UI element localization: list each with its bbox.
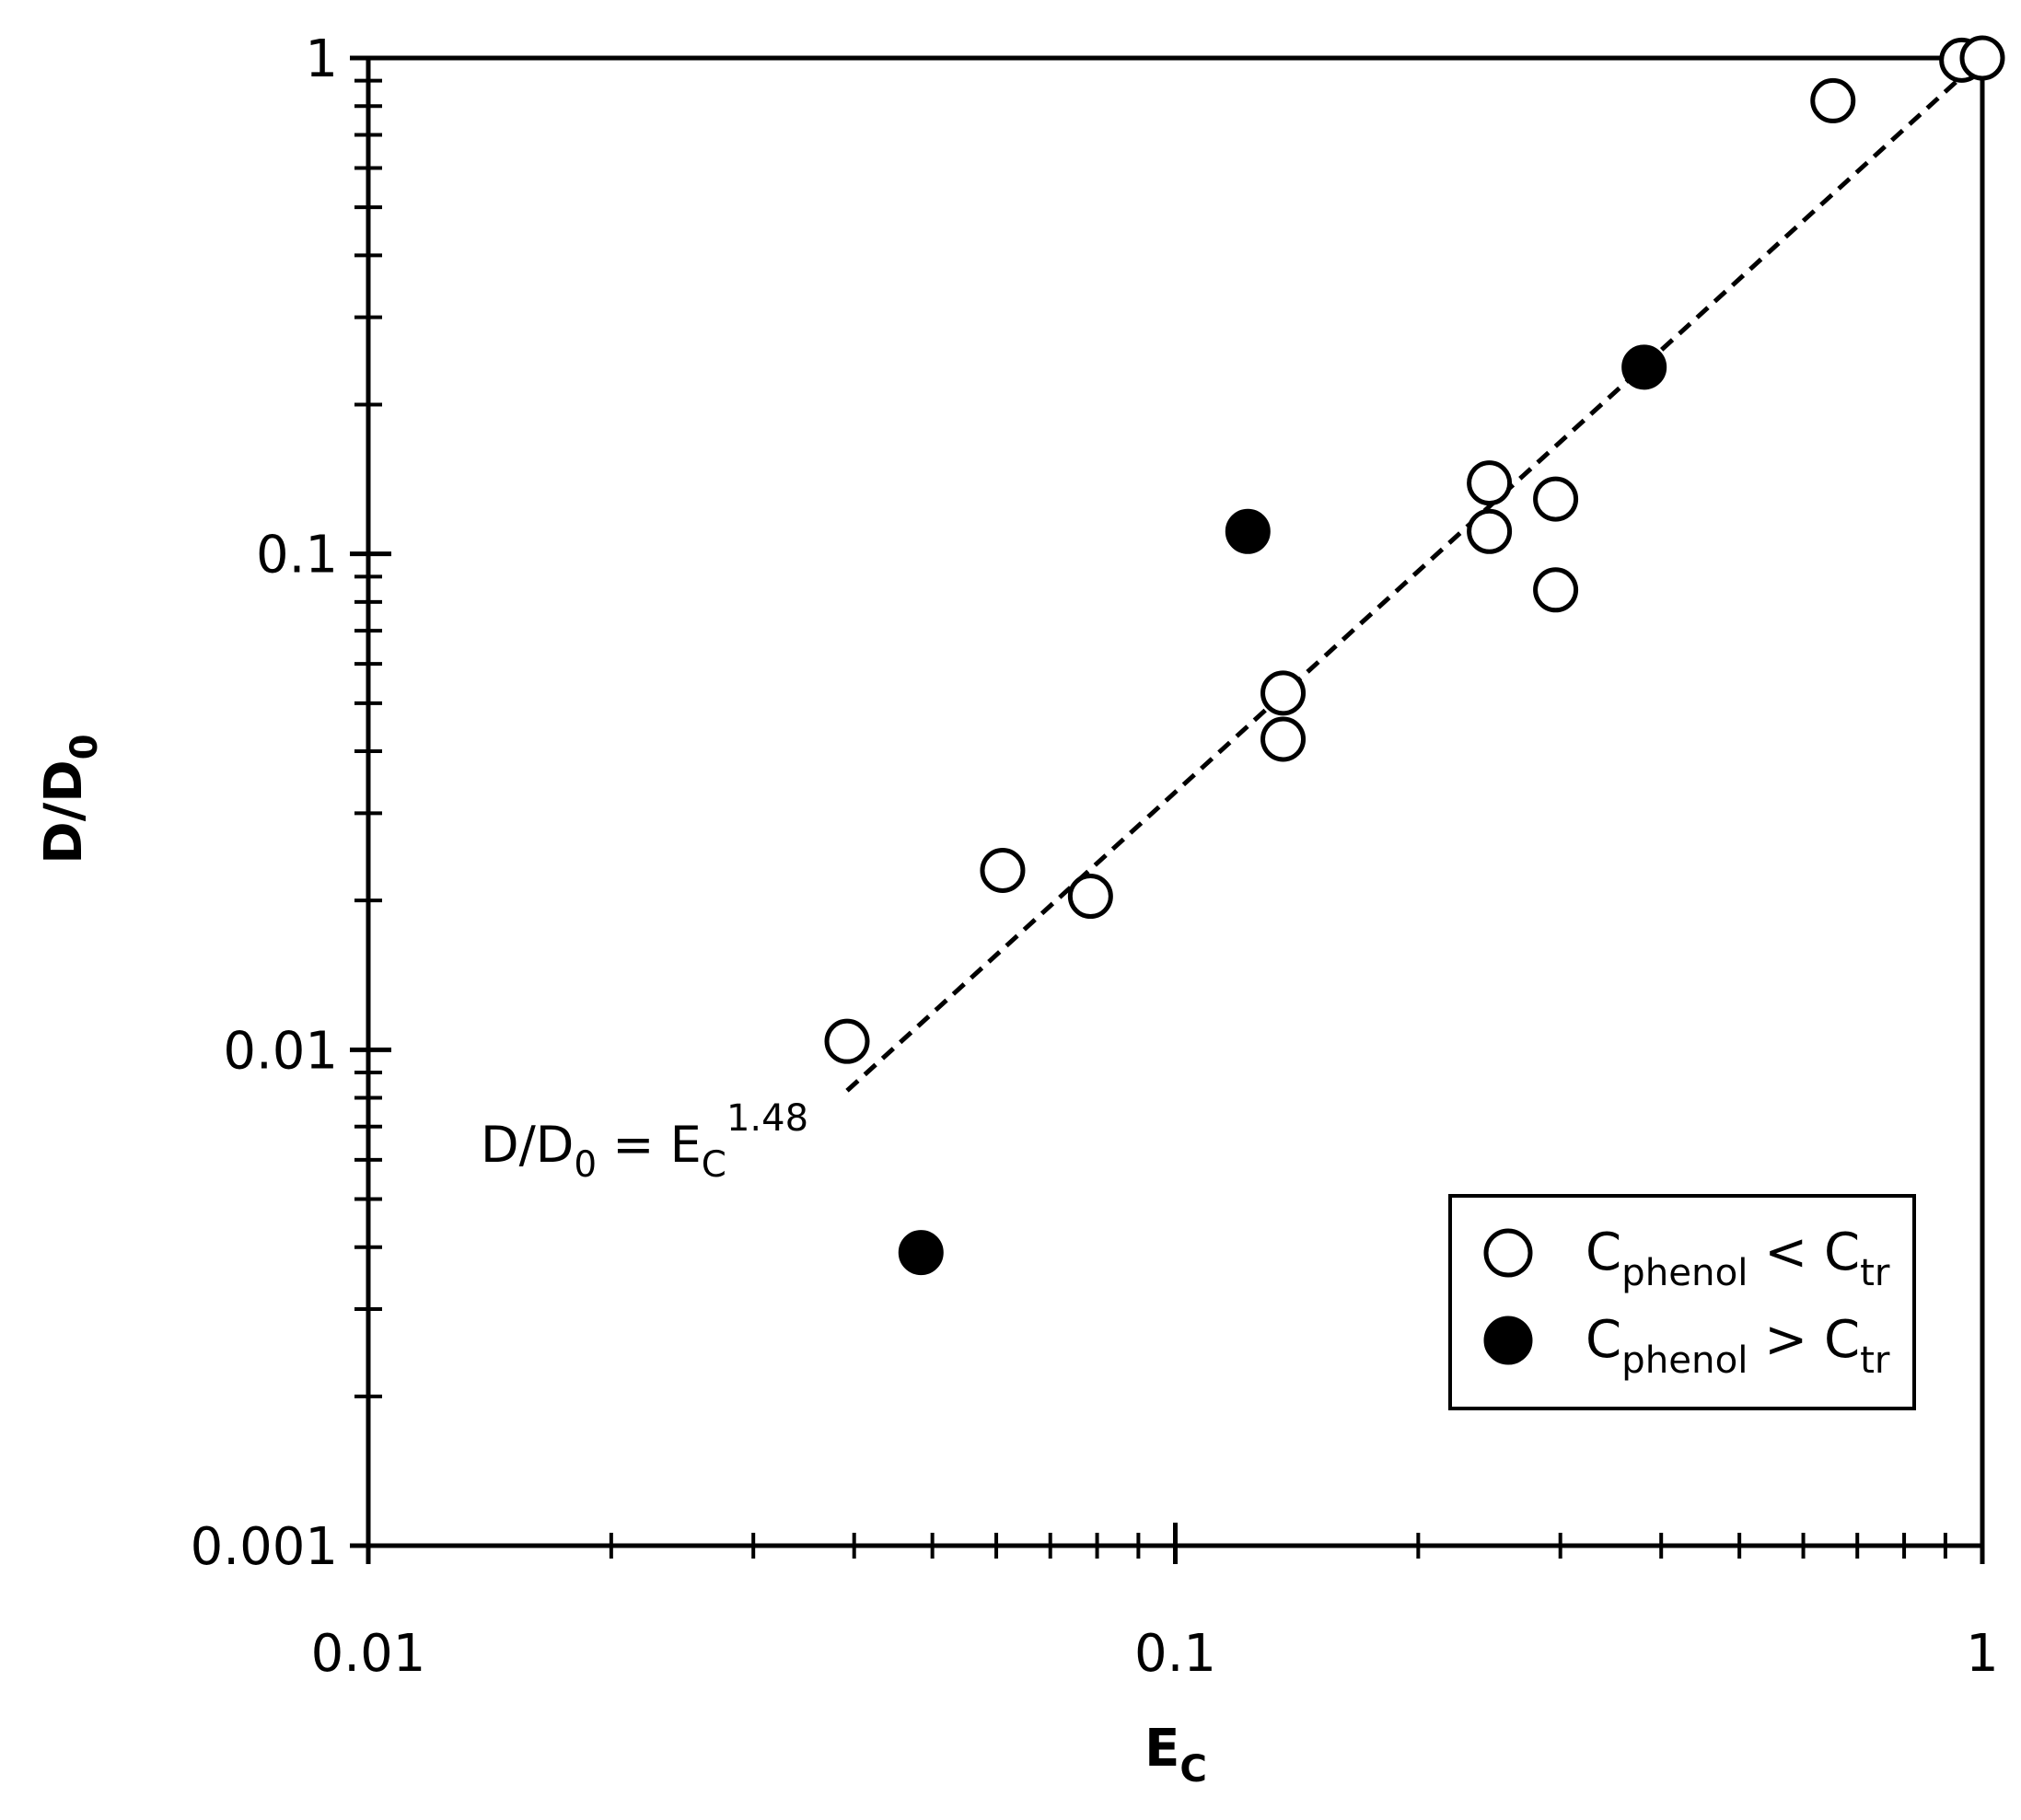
y-axis-label-sub: 0: [63, 734, 106, 759]
x-tick-label: 0.1: [1134, 1624, 1216, 1684]
data-point: [1225, 508, 1271, 554]
legend-marker: [1483, 1228, 1533, 1278]
data-point: [1533, 476, 1579, 522]
fit-label: D/D0 = EC1.48: [481, 1097, 808, 1186]
y-axis-label: D/D0: [34, 734, 106, 864]
legend-label-sub: tr: [1860, 1251, 1890, 1294]
x-tick-label: 0.01: [311, 1624, 426, 1684]
data-point: [824, 1018, 870, 1064]
fit-exponent: 1.48: [726, 1097, 808, 1140]
legend-box: [1448, 1194, 1916, 1410]
legend-label-sub: tr: [1860, 1339, 1890, 1382]
data-point: [1260, 670, 1307, 716]
y-tick-label: 0.01: [223, 1021, 338, 1081]
y-tick-label: 1: [305, 29, 338, 89]
data-point: [1467, 508, 1513, 554]
legend-label-part: C: [1585, 1310, 1621, 1370]
legend-label-sub: phenol: [1621, 1251, 1748, 1294]
legend-label-part: C: [1585, 1223, 1621, 1282]
data-point: [1533, 567, 1579, 613]
x-axis-label: EC: [1144, 1719, 1207, 1791]
fit-label-sub: 0: [574, 1144, 597, 1186]
data-point: [980, 847, 1026, 893]
data-point: [1959, 35, 2005, 81]
legend-label: Cphenol < Ctr: [1585, 1223, 1890, 1294]
legend-label-sub: phenol: [1621, 1339, 1748, 1382]
legend-label-part: < C: [1748, 1223, 1860, 1282]
y-tick-label: 0.1: [256, 526, 338, 585]
data-point: [898, 1230, 944, 1276]
data-point: [1467, 460, 1513, 506]
x-axis-label-part: E: [1144, 1719, 1179, 1779]
fit-label-part: D/D: [481, 1116, 574, 1174]
data-point: [1621, 344, 1667, 390]
fit-label-part: = E: [597, 1116, 702, 1174]
x-tick-label: 1: [1966, 1624, 1999, 1684]
fit-line: [845, 56, 1984, 1093]
data-point: [1810, 77, 1856, 123]
data-point: [1067, 874, 1113, 920]
data-point: [1260, 716, 1307, 762]
legend-marker: [1483, 1316, 1533, 1365]
y-axis-label-part: D/D: [34, 759, 94, 864]
y-tick-label: 0.001: [191, 1517, 338, 1577]
x-axis-label-sub: C: [1179, 1747, 1207, 1791]
fit-label-sub: C: [702, 1144, 726, 1186]
legend-label: Cphenol > Ctr: [1585, 1310, 1890, 1382]
legend-label-part: > C: [1748, 1310, 1860, 1370]
